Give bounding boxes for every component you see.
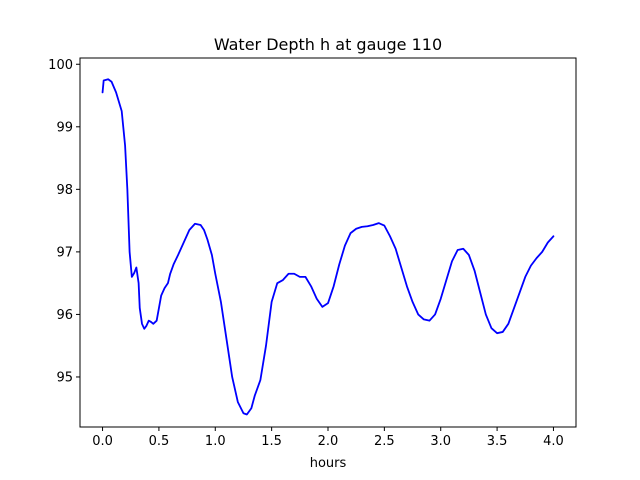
x-tick-label: 1.5 bbox=[261, 434, 282, 449]
x-axis: 0.0 0.5 1.0 1.5 2.0 2.5 3.0 3.5 4.0 bbox=[92, 427, 564, 449]
series-line bbox=[101, 78, 555, 416]
y-tick-label: 96 bbox=[56, 308, 73, 323]
x-tick-label: 3.5 bbox=[487, 434, 508, 449]
x-tick-label: 3.0 bbox=[430, 434, 451, 449]
y-tick-label: 100 bbox=[48, 58, 73, 73]
y-tick-label: 95 bbox=[56, 370, 73, 385]
y-tick-label: 97 bbox=[56, 245, 73, 260]
x-tick-label: 0.0 bbox=[92, 434, 113, 449]
chart-title: Water Depth h at gauge 110 bbox=[214, 35, 442, 54]
y-tick-label: 99 bbox=[56, 120, 73, 135]
x-tick-label: 1.0 bbox=[205, 434, 226, 449]
x-tick-label: 0.5 bbox=[149, 434, 170, 449]
x-tick-label: 4.0 bbox=[543, 434, 564, 449]
x-tick-label: 2.5 bbox=[374, 434, 395, 449]
x-tick-label: 2.0 bbox=[318, 434, 339, 449]
x-axis-label: hours bbox=[310, 456, 347, 471]
y-axis: 95 96 97 98 99 100 bbox=[48, 58, 80, 385]
y-tick-label: 98 bbox=[56, 183, 73, 198]
